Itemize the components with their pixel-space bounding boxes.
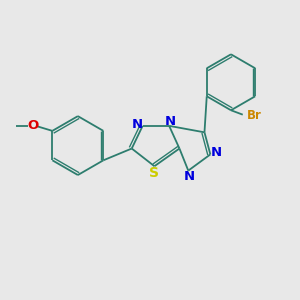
Text: O: O [28,119,39,132]
Text: N: N [132,118,143,131]
Text: Br: Br [247,109,262,122]
Text: S: S [149,166,159,180]
Text: N: N [184,170,195,183]
Text: N: N [165,115,176,128]
Text: N: N [211,146,222,159]
